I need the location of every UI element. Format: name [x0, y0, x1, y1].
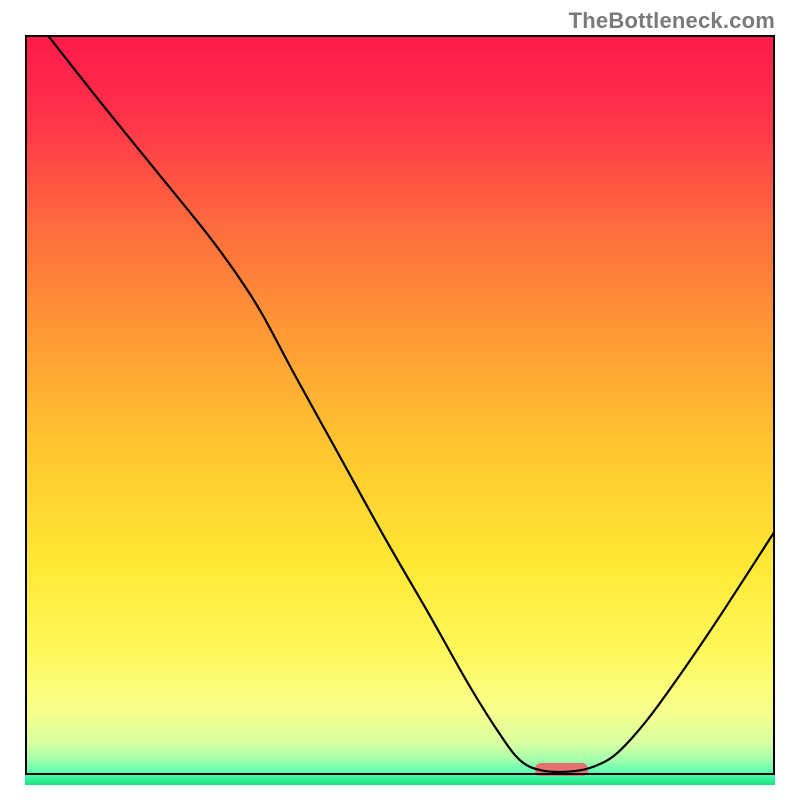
bottleneck-curve [25, 35, 775, 775]
chart-container: TheBottleneck.com [0, 0, 800, 800]
plot-area [25, 35, 775, 775]
watermark-text: TheBottleneck.com [569, 8, 775, 34]
